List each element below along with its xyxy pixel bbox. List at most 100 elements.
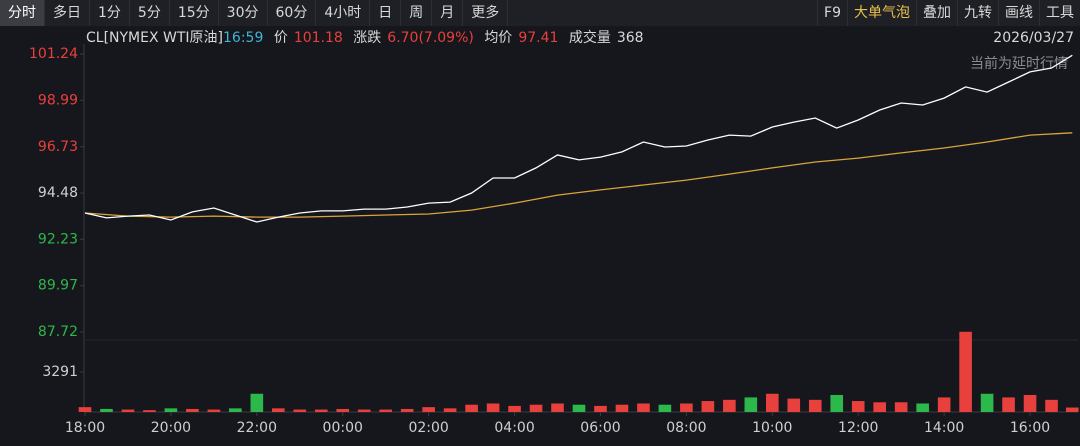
volume-bar: [937, 397, 951, 412]
tab[interactable]: 15分: [170, 0, 219, 26]
volume-bar: [100, 408, 113, 412]
date: 2026/03/27: [993, 30, 1074, 46]
info-bar: CL[NYMEX WTI原油]16:59 价 101.18 涨跌 6.70(7.09…: [86, 28, 650, 48]
delay-notice: 当前为延时行情: [970, 55, 1068, 72]
toolbar: 分时 多日 1分 5分 15分 30分 60分 4小时日周月更多 F9 大单气泡 叠加 九转 画线 工具: [0, 0, 1080, 26]
volume-bar: [271, 408, 285, 412]
volume-bar: [400, 408, 414, 412]
volume: 368: [616, 30, 644, 46]
y-tick-label: 96.73: [38, 139, 78, 155]
volume-bar: [680, 403, 693, 412]
volume-bar: [379, 409, 393, 412]
x-tick-label: 08:00: [666, 420, 706, 436]
x-tick-label: 22:00: [237, 420, 277, 436]
tab[interactable]: 多日: [45, 0, 90, 26]
y-tick-label: 89.97: [38, 278, 78, 294]
tool-button[interactable]: 大单气泡: [847, 0, 916, 26]
label: 成交量: [568, 30, 611, 46]
label: 均价: [484, 30, 513, 46]
volume-bar: [701, 401, 715, 412]
average-line: [84, 132, 1073, 218]
symbol: CL[NYMEX WTI原油]: [86, 30, 224, 46]
volume-bar: [465, 404, 478, 412]
volume-bar: [336, 408, 350, 412]
y-tick-label: 98.99: [38, 92, 78, 108]
volume-bar: [250, 393, 264, 412]
volume-bar: [1065, 407, 1079, 412]
volume-bar: [1002, 397, 1015, 412]
x-tick-label: 16:00: [1010, 420, 1050, 436]
volume-bar: [851, 401, 865, 412]
tab[interactable]: 周: [401, 0, 433, 26]
volume-bar: [637, 403, 650, 412]
volume-bar: [357, 409, 371, 412]
time: 16:59: [223, 30, 264, 46]
volume-bar: [508, 405, 521, 412]
tool-button[interactable]: 九转: [957, 0, 998, 26]
volume-bar: [916, 403, 929, 412]
volume-bar: [443, 408, 457, 412]
volume-bar: [894, 402, 908, 412]
volume-bar: [1045, 399, 1058, 412]
tab[interactable]: 1分: [90, 0, 130, 26]
volume-bar: [143, 410, 156, 412]
y-tick-label: 92.23: [38, 231, 78, 247]
tool-button[interactable]: 工具: [1039, 0, 1080, 26]
tab[interactable]: 4小时: [316, 0, 371, 26]
volume-bar: [765, 393, 779, 412]
volume-bar: [615, 404, 629, 412]
volume-bar: [551, 403, 564, 412]
volume-bar: [787, 398, 801, 412]
tab[interactable]: 5分: [130, 0, 170, 26]
volume-bar: [78, 407, 92, 412]
volume-bar: [808, 399, 822, 412]
y-tick-label: 94.48: [38, 185, 78, 201]
volume-bar: [186, 408, 199, 412]
tool-button[interactable]: 画线: [998, 0, 1039, 26]
volume-bar: [207, 409, 221, 412]
price-line: [84, 54, 1073, 223]
x-tick-label: 18:00: [65, 420, 105, 436]
volume-bar: [229, 408, 242, 412]
x-tick-label: 02:00: [408, 420, 448, 436]
label: 涨跌: [353, 30, 382, 46]
y-tick-label: 101.24: [29, 46, 78, 62]
tab[interactable]: 更多: [463, 0, 509, 26]
volume-bar: [529, 404, 543, 412]
volume-bar: [658, 404, 672, 412]
x-tick-label: 14:00: [924, 420, 964, 436]
tab[interactable]: 日: [370, 0, 402, 26]
price: 101.18: [293, 30, 343, 46]
volume-bar: [121, 409, 135, 412]
x-tick-label: 12:00: [838, 420, 878, 436]
volume-bar: [1023, 394, 1037, 412]
tab[interactable]: 30分: [219, 0, 268, 26]
tab[interactable]: 分时: [0, 0, 45, 26]
volume-bar: [422, 407, 435, 412]
volume-bar: [873, 402, 887, 412]
x-tick-label: 06:00: [580, 420, 620, 436]
volume-bar: [980, 393, 994, 412]
tool-button[interactable]: F9: [817, 0, 847, 26]
volume-bar: [293, 409, 307, 412]
x-tick-label: 20:00: [151, 420, 191, 436]
y-tick-label: 87.72: [38, 324, 78, 340]
y2-tick-label: 3291: [42, 364, 78, 380]
label: 价: [273, 30, 288, 46]
volume-bar: [723, 399, 736, 412]
tab[interactable]: 60分: [268, 0, 317, 26]
volume-bar: [959, 331, 972, 412]
tool-button[interactable]: 叠加: [916, 0, 957, 26]
x-tick-label: 04:00: [494, 420, 534, 436]
volume-bar: [164, 408, 178, 412]
volume-bar: [314, 409, 328, 412]
volume-bar: [594, 405, 607, 412]
tab[interactable]: 月: [432, 0, 464, 26]
x-tick-label: 00:00: [323, 420, 363, 436]
volume-bar: [830, 394, 844, 412]
x-tick-label: 10:00: [752, 420, 792, 436]
volume-bar: [572, 404, 586, 412]
avg: 97.41: [518, 30, 559, 46]
